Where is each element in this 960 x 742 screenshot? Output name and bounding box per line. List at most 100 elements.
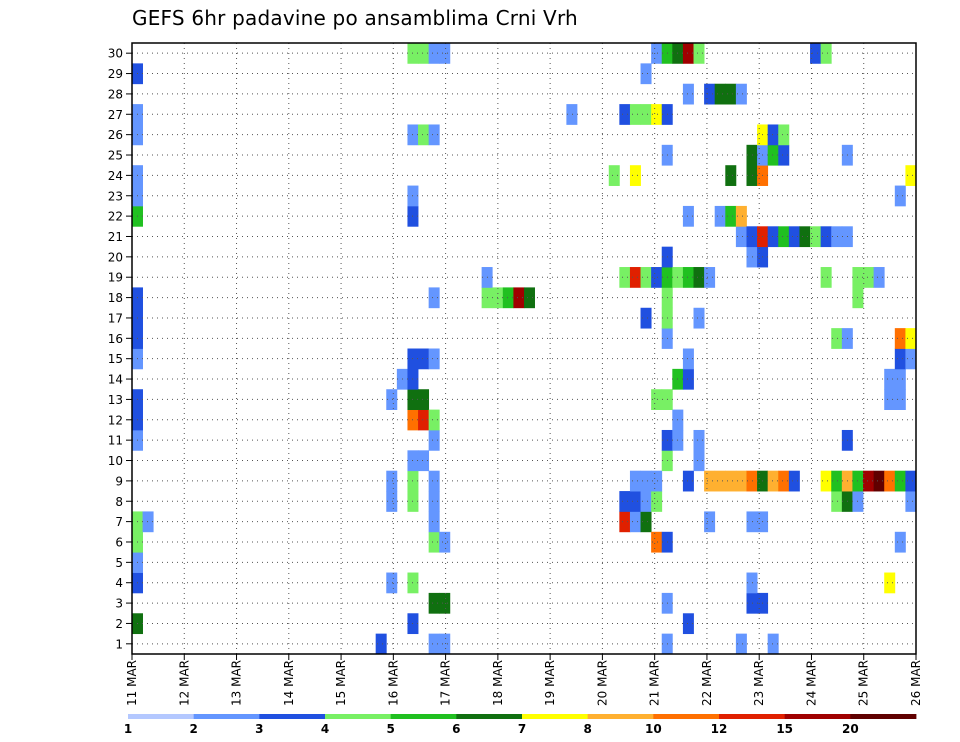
heatmap-cell — [619, 491, 631, 512]
heatmap-cell — [714, 205, 726, 227]
colorbar-swatch — [522, 714, 589, 719]
y-axis-ticks: 1234567891011121314151617181920212223242… — [108, 47, 132, 651]
heatmap-cell — [682, 470, 694, 492]
heatmap-cell — [418, 348, 430, 370]
heatmap-cell — [651, 104, 663, 125]
heatmap-cell — [905, 348, 917, 370]
heatmap-cell — [640, 307, 652, 329]
heatmap-cell — [704, 267, 716, 288]
heatmap-cell — [863, 267, 875, 288]
colorbar-label: 3 — [255, 722, 263, 736]
heatmap-cell — [693, 267, 705, 288]
y-tick-label: 26 — [108, 128, 123, 142]
heatmap-cell — [439, 633, 451, 655]
heatmap-cells — [132, 43, 917, 655]
y-tick-label: 27 — [108, 108, 123, 122]
colorbar-swatch — [325, 714, 392, 719]
heatmap-cell — [884, 368, 896, 390]
heatmap-cell — [884, 470, 896, 492]
heatmap-cell — [831, 226, 843, 248]
heatmap-cell — [810, 226, 822, 248]
heatmap-cell — [439, 43, 451, 64]
heatmap-cell — [375, 633, 387, 655]
colorbar-label: 12 — [711, 722, 728, 736]
heatmap-cell — [810, 43, 822, 64]
y-tick-label: 6 — [115, 535, 123, 549]
heatmap-cell — [894, 328, 906, 349]
heatmap-cell — [651, 389, 663, 410]
plot-frame — [131, 42, 917, 655]
heatmap-cell — [640, 491, 652, 512]
heatmap-cell — [418, 389, 430, 410]
y-tick-label: 19 — [108, 271, 123, 285]
heatmap-cell — [428, 43, 440, 64]
heatmap-cell — [735, 633, 747, 655]
heatmap-cell — [905, 470, 917, 492]
heatmap-cell — [704, 83, 716, 105]
y-tick-label: 1 — [115, 637, 123, 651]
heatmap-cell — [820, 43, 832, 64]
heatmap-cell — [439, 531, 451, 553]
colorbar-swatch — [850, 714, 917, 719]
heatmap-cell — [428, 429, 440, 451]
colorbar-swatch — [390, 714, 457, 719]
colorbar-swatch — [719, 714, 786, 719]
heatmap-cell — [428, 633, 440, 655]
heatmap-cell — [799, 226, 811, 248]
heatmap-cell — [714, 470, 726, 492]
heatmap-cell — [788, 470, 800, 492]
colorbar-label: 6 — [452, 722, 460, 736]
heatmap-cell — [418, 450, 430, 472]
y-tick-label: 15 — [108, 352, 123, 366]
colorbar-label: 8 — [583, 722, 591, 736]
y-tick-label: 23 — [108, 189, 123, 203]
heatmap-cell — [746, 226, 758, 248]
x-tick-label: 20 MAR — [595, 660, 609, 706]
colorbar-label: 4 — [321, 722, 329, 736]
y-tick-label: 22 — [108, 210, 123, 224]
colorbar-label: 10 — [645, 722, 662, 736]
heatmap-cell — [831, 491, 843, 512]
heatmap-cell — [746, 511, 758, 533]
heatmap-cell — [418, 409, 430, 431]
heatmap-cell — [386, 491, 398, 512]
colorbar-label: 2 — [189, 722, 197, 736]
heatmap-cell — [788, 226, 800, 248]
y-tick-label: 10 — [108, 454, 123, 468]
heatmap-cell — [513, 287, 525, 309]
y-tick-label: 24 — [108, 169, 123, 183]
heatmap-cell — [386, 572, 398, 594]
heatmap-cell — [894, 348, 906, 370]
x-tick-label: 15 MAR — [334, 660, 348, 706]
heatmap-cell — [428, 531, 440, 553]
heatmap-cell — [894, 368, 906, 390]
heatmap-cell — [386, 389, 398, 410]
colorbar-swatch — [128, 714, 195, 719]
y-tick-label: 12 — [108, 413, 123, 427]
y-tick-label: 18 — [108, 291, 123, 305]
y-tick-label: 25 — [108, 149, 123, 163]
heatmap-cell — [831, 328, 843, 349]
heatmap-cell — [428, 348, 440, 370]
heatmap-cell — [682, 368, 694, 390]
heatmap-cell — [884, 572, 896, 594]
heatmap-cell — [746, 246, 758, 268]
heatmap-cell — [619, 267, 631, 288]
y-tick-label: 28 — [108, 87, 123, 101]
heatmap-cell — [608, 165, 620, 186]
y-tick-label: 11 — [108, 434, 123, 448]
heatmap-cell — [725, 470, 737, 492]
y-tick-label: 3 — [115, 597, 123, 611]
heatmap-cell — [693, 43, 705, 64]
y-tick-label: 30 — [108, 47, 123, 61]
x-tick-label: 25 MAR — [857, 660, 871, 706]
heatmap-cell — [746, 144, 758, 166]
heatmap-cell — [714, 83, 726, 105]
heatmap-cell — [873, 267, 885, 288]
heatmap-cell — [735, 83, 747, 105]
heatmap-cell — [428, 470, 440, 492]
heatmap-cell — [767, 226, 779, 248]
x-tick-label: 24 MAR — [804, 660, 818, 706]
y-tick-label: 21 — [108, 230, 123, 244]
